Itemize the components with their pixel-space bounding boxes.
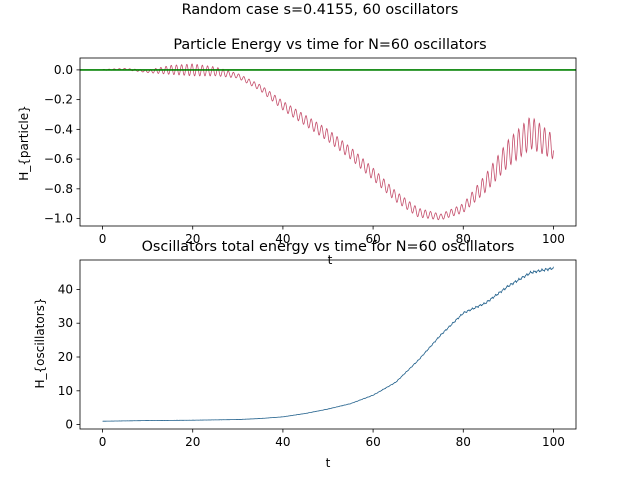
oscillators-energy-xtick-label: 20 xyxy=(185,435,200,449)
particle-energy-xtick-label: 100 xyxy=(542,232,565,246)
oscillators-energy-lines xyxy=(102,266,554,422)
oscillators-energy-ytick-label: 0 xyxy=(65,418,73,432)
particle-energy-axes-frame xyxy=(79,57,577,227)
particle-energy-xtick-label: 40 xyxy=(275,232,290,246)
oscillators-energy-xtick-label: 60 xyxy=(365,435,380,449)
oscillators-energy-ytick-label: 10 xyxy=(58,384,73,398)
oscillators-energy-plot-area: 0 20 40 60 80 100 0 10 20 30 40 xyxy=(58,259,577,449)
oscillators-energy-xlabel: t xyxy=(326,456,331,470)
oscillators-energy-series-0 xyxy=(102,266,554,422)
particle-energy-ytick-label: 0.0 xyxy=(54,63,73,77)
particle-energy-lines xyxy=(80,63,576,221)
oscillators-energy-axes-frame xyxy=(79,259,577,430)
particle-energy-ytick-label: −0.4 xyxy=(44,122,73,136)
particle-energy-xtick-label: 0 xyxy=(99,232,107,246)
oscillators-energy-ytick-label: 40 xyxy=(58,282,73,296)
oscillators-energy-ytick-label: 30 xyxy=(58,316,73,330)
oscillators-energy-panel: Oscillators total energy vs time for N=6… xyxy=(33,239,577,470)
oscillators-energy-title: Oscillators total energy vs time for N=6… xyxy=(142,239,515,255)
oscillators-energy-xtick-label: 80 xyxy=(456,435,471,449)
particle-energy-ytick-label: −0.2 xyxy=(44,93,73,107)
oscillators-energy-xtick-label: 100 xyxy=(542,435,565,449)
particle-energy-ylabel: H_{particle} xyxy=(17,105,31,181)
particle-energy-plot-area: 0 20 40 60 80 100 0.0 −0.2 −0.4 −0.6 −0.8 −1.0 xyxy=(44,57,577,246)
particle-energy-xtick-label: 20 xyxy=(185,232,200,246)
particle-energy-panel: Particle Energy vs time for N=60 oscilla… xyxy=(17,37,577,267)
particle-energy-ytick-label: −0.8 xyxy=(44,182,73,196)
particle-energy-xtick-label: 60 xyxy=(365,232,380,246)
particle-energy-series-0 xyxy=(102,63,554,221)
particle-energy-ytick-label: −1.0 xyxy=(44,212,73,226)
oscillators-energy-xtick-label: 40 xyxy=(275,435,290,449)
oscillators-energy-ytick-label: 20 xyxy=(58,350,73,364)
particle-energy-title: Particle Energy vs time for N=60 oscilla… xyxy=(173,37,486,53)
particle-energy-ytick-label: −0.6 xyxy=(44,152,73,166)
oscillators-energy-xtick-label: 0 xyxy=(99,435,107,449)
particle-energy-xtick-label: 80 xyxy=(456,232,471,246)
figure-suptitle: Random case s=0.4155, 60 oscillators xyxy=(182,2,459,18)
oscillators-energy-ylabel: H_{oscillators} xyxy=(33,297,47,388)
